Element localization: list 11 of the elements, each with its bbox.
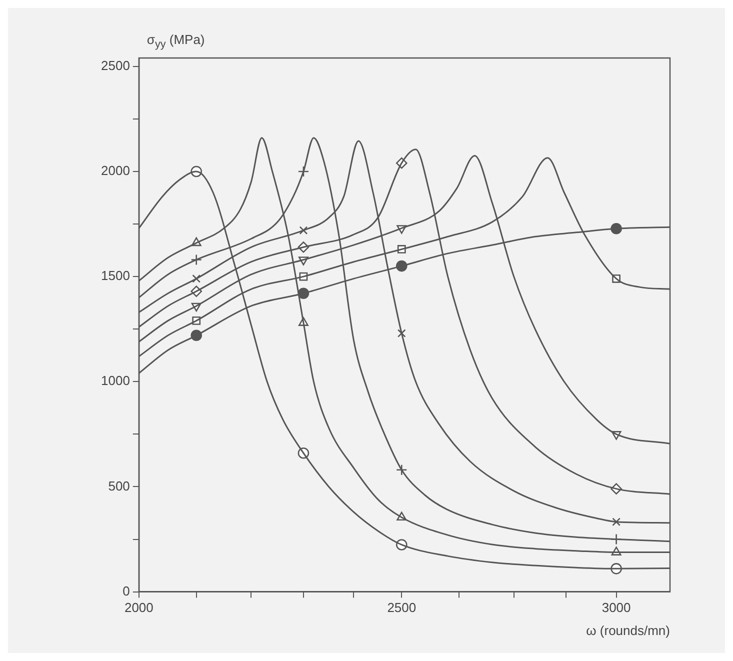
y-tick-label: 1000 (101, 373, 130, 388)
y-tick-label: 0 (122, 583, 130, 598)
y-tick-label: 1500 (101, 268, 130, 284)
x-tick-label: 3000 (602, 600, 631, 616)
y-tick-label: 500 (108, 478, 130, 494)
y-axis-title: σ$_{yy}$ (MPa) (146, 32, 205, 51)
x-tick-label: 2000 (124, 600, 154, 616)
x-tick-label: 2500 (387, 600, 416, 616)
y-tick-label: 2000 (101, 163, 130, 178)
x-axis-title: ω (rounds/mn) (586, 622, 670, 638)
y-tick-label: 2500 (101, 58, 130, 73)
